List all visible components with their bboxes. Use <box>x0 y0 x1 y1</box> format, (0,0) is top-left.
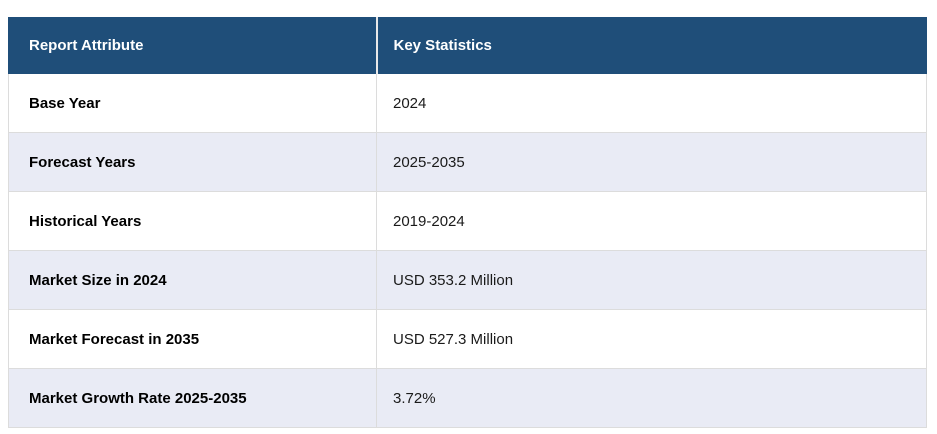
header-cell-report-attribute: Report Attribute <box>8 17 377 74</box>
value-cell: 3.72% <box>376 368 927 428</box>
attribute-cell: Base Year <box>8 73 377 133</box>
attribute-cell: Forecast Years <box>8 132 377 192</box>
value-cell: 2025-2035 <box>376 132 927 192</box>
table-row: Historical Years 2019-2024 <box>8 191 927 251</box>
value-cell: USD 353.2 Million <box>376 250 927 310</box>
value-cell: 2024 <box>376 73 927 133</box>
table-row: Market Growth Rate 2025-2035 3.72% <box>8 368 927 428</box>
attribute-cell: Market Forecast in 2035 <box>8 309 377 369</box>
header-row: Report Attribute Key Statistics <box>8 17 927 74</box>
table-header: Report Attribute Key Statistics <box>8 17 927 74</box>
value-cell: USD 527.3 Million <box>376 309 927 369</box>
report-attributes-table: Report Attribute Key Statistics Base Yea… <box>8 17 927 428</box>
value-cell: 2019-2024 <box>376 191 927 251</box>
table-row: Forecast Years 2025-2035 <box>8 132 927 192</box>
header-cell-key-statistics: Key Statistics <box>375 17 927 74</box>
attribute-cell: Historical Years <box>8 191 377 251</box>
table-row: Base Year 2024 <box>8 73 927 133</box>
attribute-cell: Market Size in 2024 <box>8 250 377 310</box>
attribute-cell: Market Growth Rate 2025-2035 <box>8 368 377 428</box>
table-row: Market Forecast in 2035 USD 527.3 Millio… <box>8 309 927 369</box>
table-body: Base Year 2024 Forecast Years 2025-2035 … <box>8 73 927 428</box>
table-row: Market Size in 2024 USD 353.2 Million <box>8 250 927 310</box>
